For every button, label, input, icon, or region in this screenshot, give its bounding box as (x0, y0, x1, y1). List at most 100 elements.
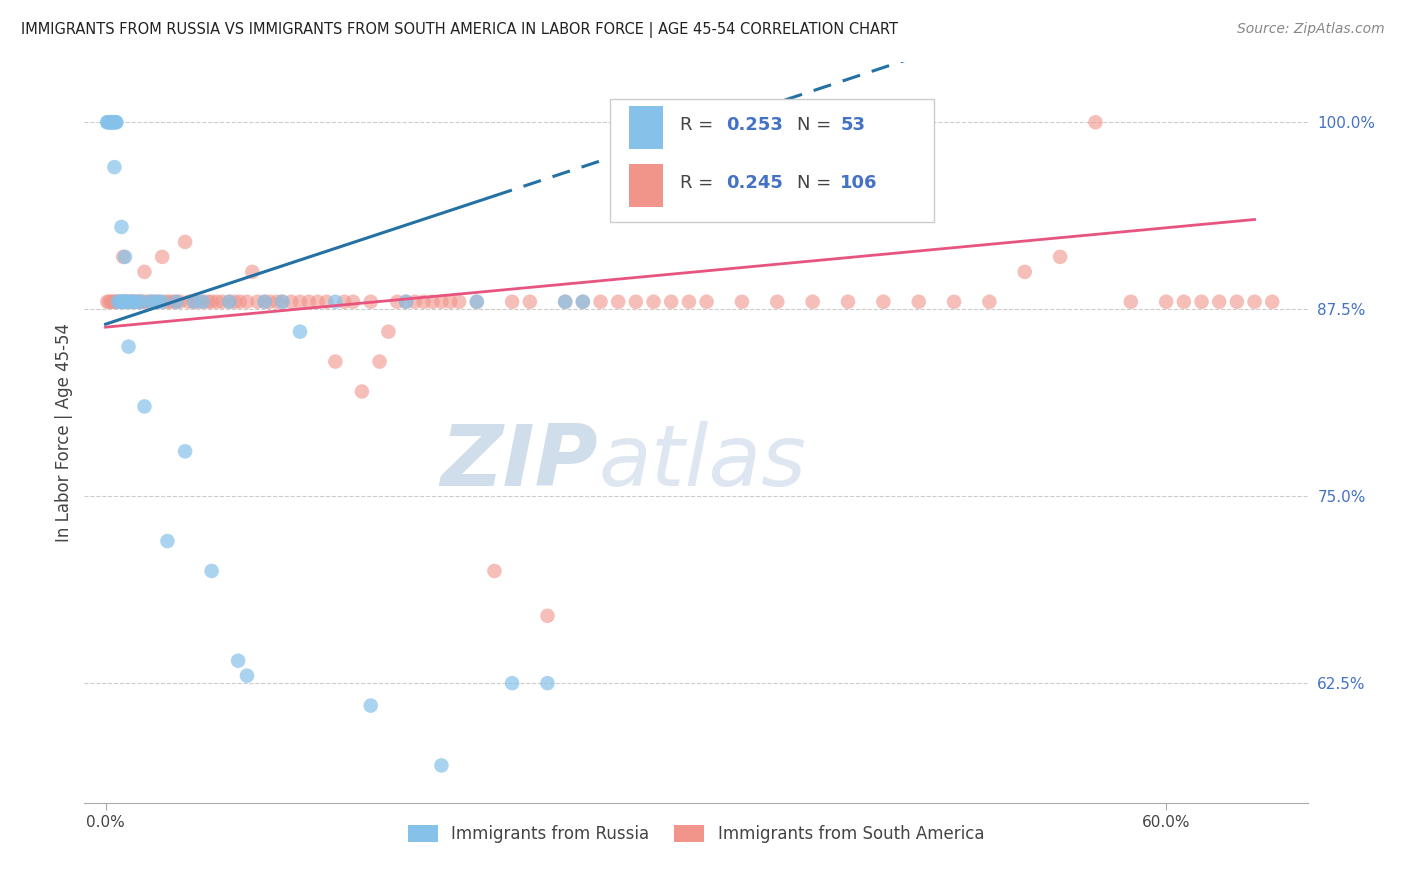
Point (110, 294, 132, 309)
Point (1173, 294, 1195, 309)
Point (112, 294, 135, 309)
Point (205, 294, 228, 309)
Point (191, 294, 214, 309)
Point (1191, 294, 1213, 309)
Point (156, 534, 179, 549)
Point (103, 160, 125, 174)
Point (430, 294, 453, 309)
Point (218, 294, 240, 309)
Point (1226, 294, 1249, 309)
Point (298, 294, 321, 309)
Point (377, 325, 399, 339)
Point (315, 294, 337, 309)
Point (271, 294, 294, 309)
Point (115, 294, 138, 309)
Point (146, 294, 169, 309)
Point (101, 115, 124, 129)
Point (1154, 294, 1177, 309)
Point (837, 294, 859, 309)
Point (169, 294, 191, 309)
Point (114, 250, 136, 264)
Point (253, 294, 276, 309)
Point (191, 294, 214, 309)
Point (174, 235, 197, 249)
Point (907, 294, 929, 309)
Point (1084, 115, 1107, 129)
Point (142, 294, 165, 309)
Point (135, 294, 157, 309)
Point (607, 294, 630, 309)
Point (131, 294, 153, 309)
Text: Source: ZipAtlas.com: Source: ZipAtlas.com (1237, 22, 1385, 37)
Point (1243, 294, 1265, 309)
Point (103, 115, 125, 129)
Text: IMMIGRANTS FROM RUSSIA VS IMMIGRANTS FROM SOUTH AMERICA IN LABOR FORCE | AGE 45-: IMMIGRANTS FROM RUSSIA VS IMMIGRANTS FRO… (21, 22, 898, 38)
Point (122, 294, 145, 309)
Point (150, 294, 173, 309)
Point (139, 294, 162, 309)
Point (325, 294, 347, 309)
Point (731, 294, 754, 309)
Point (110, 219, 132, 234)
Point (128, 294, 150, 309)
Point (430, 758, 453, 772)
Point (484, 564, 506, 578)
Point (536, 608, 558, 623)
Point (162, 294, 184, 309)
Point (266, 294, 288, 309)
Point (519, 294, 541, 309)
Point (696, 294, 718, 309)
Point (253, 294, 276, 309)
Point (325, 354, 347, 368)
Point (186, 294, 208, 309)
FancyBboxPatch shape (610, 99, 935, 221)
Point (589, 294, 612, 309)
Point (107, 294, 129, 309)
Point (148, 294, 170, 309)
Point (157, 294, 180, 309)
Point (350, 384, 373, 399)
Point (105, 115, 128, 129)
Point (643, 294, 665, 309)
Point (1049, 250, 1071, 264)
Point (439, 294, 461, 309)
Point (236, 668, 259, 682)
Point (342, 294, 364, 309)
Point (134, 400, 156, 414)
Point (129, 294, 152, 309)
Point (501, 294, 523, 309)
Point (572, 294, 595, 309)
Point (368, 354, 391, 368)
Point (288, 325, 311, 339)
Point (395, 294, 418, 309)
Point (150, 250, 173, 264)
Point (115, 294, 138, 309)
Point (98, 115, 121, 129)
Point (127, 294, 149, 309)
Point (201, 564, 224, 578)
Point (103, 294, 125, 309)
Point (98, 294, 121, 309)
Point (226, 654, 249, 668)
Point (165, 294, 187, 309)
Point (114, 294, 136, 309)
Point (979, 294, 1001, 309)
Point (246, 294, 269, 309)
Point (155, 294, 177, 309)
Point (142, 294, 165, 309)
Point (536, 676, 558, 690)
Point (211, 294, 233, 309)
Point (105, 294, 128, 309)
Point (112, 294, 135, 309)
Text: N =: N = (797, 174, 838, 192)
Text: atlas: atlas (598, 421, 806, 504)
Point (100, 115, 122, 129)
Point (120, 294, 142, 309)
Point (678, 294, 700, 309)
Text: 0.245: 0.245 (727, 174, 783, 192)
Point (117, 340, 139, 354)
Point (183, 294, 205, 309)
Point (112, 250, 135, 264)
Point (177, 294, 200, 309)
Point (139, 294, 162, 309)
